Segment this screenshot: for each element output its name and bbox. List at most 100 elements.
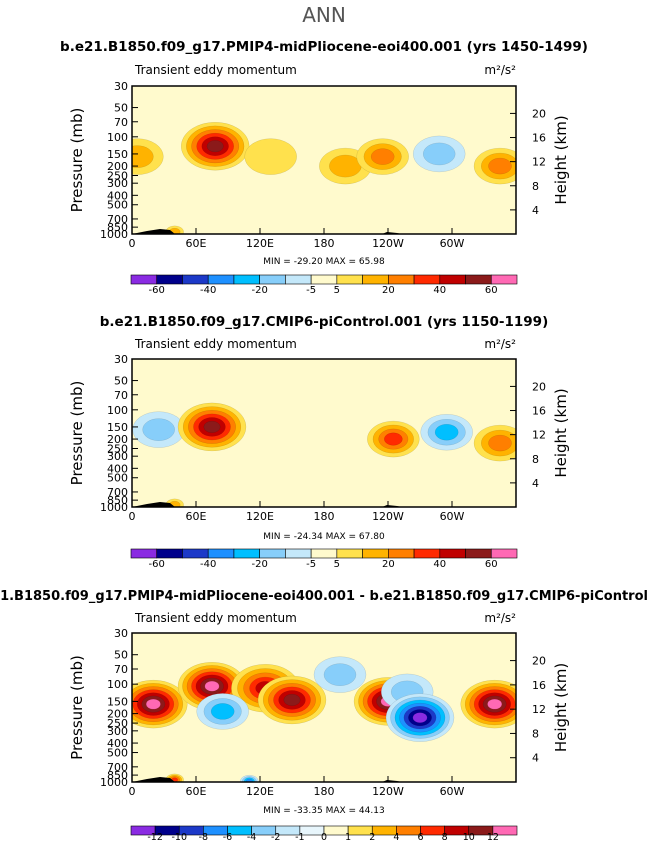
colorbar-swatch — [156, 274, 183, 285]
colorbar-swatch — [413, 274, 441, 285]
colorbar-label: -6 — [223, 832, 232, 843]
x-tick-label: 120E — [246, 237, 274, 250]
colorbar-label: -20 — [251, 285, 267, 296]
y2-tick-label: 12 — [532, 429, 546, 442]
contour-feature — [145, 698, 161, 710]
y-tick-label: 50 — [114, 649, 128, 662]
y-tick-label: 250 — [107, 442, 128, 455]
chart-panel-3: b.e21.B1850.f09_g17.PMIP4-midPliocene-eo… — [0, 589, 648, 843]
stats-label: MIN = -24.34 MAX = 67.80 — [263, 532, 385, 542]
panel-title: b.e21.B1850.f09_g17.CMIP6-piControl.001 … — [100, 314, 549, 330]
contour-feature — [204, 680, 220, 692]
colorbar-swatch — [310, 274, 338, 285]
colorbar-swatch — [233, 548, 260, 559]
colorbar-label: 0 — [321, 832, 327, 843]
y-tick-label: 500 — [107, 199, 128, 212]
colorbar-label: 20 — [382, 285, 395, 296]
contour-feature — [412, 712, 428, 723]
x-tick-label: 60W — [440, 785, 465, 798]
y-tick-label: 700 — [107, 486, 128, 499]
y2-tick-label: 16 — [532, 132, 546, 145]
colorbar-label: -10 — [171, 832, 187, 843]
units-label: m²/s² — [484, 337, 516, 351]
contour-feature — [488, 434, 512, 452]
contour-feature — [487, 698, 503, 710]
colorbar-swatch — [259, 274, 286, 285]
contour-field — [132, 359, 516, 507]
y-tick-label: 400 — [107, 737, 128, 750]
contour-feature — [132, 145, 154, 168]
colorbar-swatch — [413, 548, 441, 559]
colorbar-swatch — [233, 274, 260, 285]
panel-title: b.e21.B1850.f09_g17.PMIP4-midPliocene-eo… — [60, 39, 588, 55]
colorbar-label: -5 — [306, 285, 316, 296]
colorbar-label: 40 — [433, 559, 446, 570]
y-axis-label: Pressure (mb) — [68, 108, 86, 213]
contour-feature — [422, 142, 456, 166]
x-tick-label: 180 — [314, 785, 335, 798]
y-tick-label: 30 — [114, 627, 128, 640]
colorbar-swatch — [336, 548, 363, 559]
contour-feature — [323, 663, 357, 687]
x-tick-label: 0 — [129, 237, 136, 250]
colorbar-swatch — [490, 548, 518, 559]
chart-panel-2: b.e21.B1850.f09_g17.CMIP6-piControl.001 … — [68, 314, 570, 570]
stats-label: MIN = -29.20 MAX = 65.98 — [263, 257, 385, 267]
y-tick-label: 700 — [107, 761, 128, 774]
colorbar-swatch — [130, 274, 158, 285]
y2-tick-label: 8 — [532, 727, 539, 740]
units-label: m²/s² — [484, 63, 516, 77]
y-tick-label: 200 — [107, 433, 128, 446]
colorbar-swatch — [285, 274, 312, 285]
colorbar-label: -4 — [247, 832, 256, 843]
x-tick-label: 120W — [372, 785, 404, 798]
panel-title: b.e21.B1850.f09_g17.PMIP4-midPliocene-eo… — [0, 589, 648, 604]
y-tick-label: 150 — [107, 148, 128, 161]
colorbar-swatch — [439, 274, 466, 285]
x-tick-label: 60E — [186, 510, 207, 523]
y-tick-label: 30 — [114, 353, 128, 366]
y-tick-label: 30 — [114, 80, 128, 93]
x-tick-label: 0 — [129, 785, 136, 798]
x-tick-label: 120W — [372, 510, 404, 523]
contour-feature — [434, 423, 459, 441]
y-tick-label: 200 — [107, 160, 128, 173]
y-tick-label: 150 — [107, 695, 128, 708]
stats-label: MIN = -33.35 MAX = 44.13 — [263, 806, 384, 816]
contour-feature — [210, 703, 235, 720]
x-tick-label: 60E — [186, 237, 207, 250]
x-tick-label: 180 — [314, 237, 335, 250]
contour-feature — [142, 418, 175, 441]
contour-feature — [384, 432, 403, 446]
units-label: m²/s² — [484, 611, 516, 625]
contour-feature — [283, 693, 301, 707]
colorbar-swatch — [285, 548, 312, 559]
colorbar: -60 -40 -20 -5 5 20 40 60 — [130, 274, 518, 296]
x-tick-label: 0 — [129, 510, 136, 523]
colorbar-swatch — [492, 825, 518, 836]
colorbar: -60 -40 -20 -5 5 20 40 60 — [130, 548, 518, 570]
y-tick-label: 400 — [107, 189, 128, 202]
colorbar-swatch — [388, 548, 415, 559]
y-tick-label: 850 — [107, 494, 128, 507]
colorbar-label: 1 — [345, 832, 351, 843]
y-tick-label: 150 — [107, 421, 128, 434]
y-tick-label: 300 — [107, 177, 128, 190]
colorbar-label: -60 — [149, 285, 165, 296]
y-tick-label: 200 — [107, 708, 128, 721]
colorbar-label: 2 — [369, 832, 375, 843]
contour-feature — [244, 138, 297, 175]
colorbar-label: 4 — [393, 832, 399, 843]
colorbar-label: -2 — [271, 832, 280, 843]
colorbar-label: 5 — [334, 285, 340, 296]
colorbar-swatch — [465, 548, 492, 559]
y2-tick-label: 20 — [532, 655, 546, 668]
y-tick-label: 50 — [114, 102, 128, 115]
colorbar-swatch — [207, 274, 235, 285]
contour-feature — [203, 420, 221, 433]
colorbar-swatch — [182, 274, 209, 285]
page-title: ANN — [302, 3, 346, 27]
y-tick-label: 70 — [114, 116, 128, 129]
x-tick-label: 120W — [372, 237, 404, 250]
